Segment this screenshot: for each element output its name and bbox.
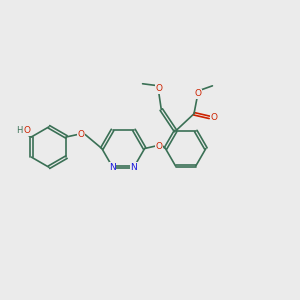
Text: O: O xyxy=(155,142,162,151)
Text: O: O xyxy=(155,84,162,93)
Text: O: O xyxy=(211,113,218,122)
Text: O: O xyxy=(195,89,202,98)
Text: H: H xyxy=(16,127,23,136)
Text: N: N xyxy=(130,163,137,172)
Text: O: O xyxy=(78,130,85,139)
Text: O: O xyxy=(24,127,31,136)
Text: N: N xyxy=(109,163,116,172)
